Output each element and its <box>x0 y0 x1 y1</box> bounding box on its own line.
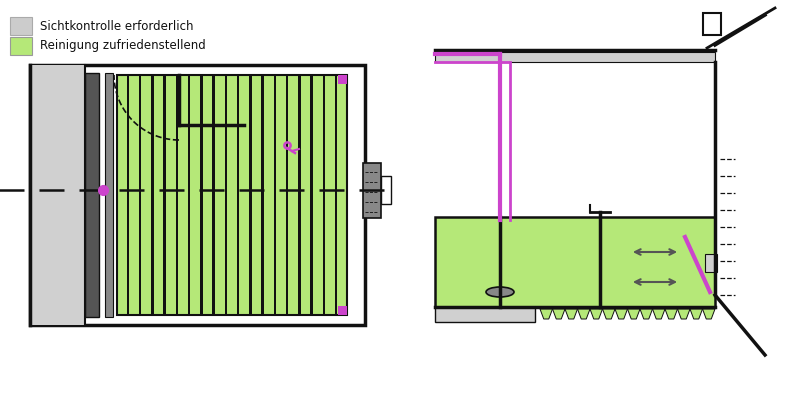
Bar <box>200 75 202 315</box>
Bar <box>30 65 365 325</box>
Bar <box>237 75 239 315</box>
Polygon shape <box>565 309 578 319</box>
Bar <box>274 75 276 315</box>
Text: Sichtkontrolle erforderlich: Sichtkontrolle erforderlich <box>40 20 194 32</box>
Bar <box>176 75 178 315</box>
Bar <box>188 75 190 315</box>
Bar <box>381 176 391 204</box>
Bar <box>298 75 301 315</box>
Bar <box>435 52 715 62</box>
Polygon shape <box>665 309 678 319</box>
Bar <box>363 163 381 218</box>
Bar <box>85 73 99 317</box>
Bar <box>703 13 721 35</box>
Polygon shape <box>590 309 602 319</box>
Bar <box>117 75 347 315</box>
Bar <box>338 75 347 84</box>
Bar <box>705 254 717 272</box>
Bar <box>262 75 264 315</box>
Polygon shape <box>678 309 690 319</box>
Polygon shape <box>640 309 653 319</box>
Polygon shape <box>578 309 590 319</box>
Bar <box>435 217 715 307</box>
Polygon shape <box>653 309 665 319</box>
Ellipse shape <box>486 287 514 297</box>
Bar <box>322 75 325 315</box>
Bar <box>126 75 130 315</box>
Bar <box>338 306 347 315</box>
Bar <box>163 75 166 315</box>
Bar <box>105 73 113 317</box>
Bar <box>334 75 338 315</box>
Bar <box>212 75 215 315</box>
Polygon shape <box>602 309 615 319</box>
Bar <box>286 75 288 315</box>
Bar <box>435 307 535 322</box>
Polygon shape <box>690 309 702 319</box>
Bar <box>30 65 85 325</box>
Text: Reinigung zufriedenstellend: Reinigung zufriedenstellend <box>40 40 206 52</box>
Polygon shape <box>540 309 553 319</box>
Bar <box>10 37 32 55</box>
Polygon shape <box>627 309 640 319</box>
Polygon shape <box>615 309 627 319</box>
Bar <box>225 75 227 315</box>
Bar <box>139 75 142 315</box>
Bar <box>249 75 252 315</box>
Bar <box>151 75 154 315</box>
Polygon shape <box>702 309 715 319</box>
Polygon shape <box>553 309 565 319</box>
Bar <box>310 75 313 315</box>
Bar <box>10 17 32 35</box>
